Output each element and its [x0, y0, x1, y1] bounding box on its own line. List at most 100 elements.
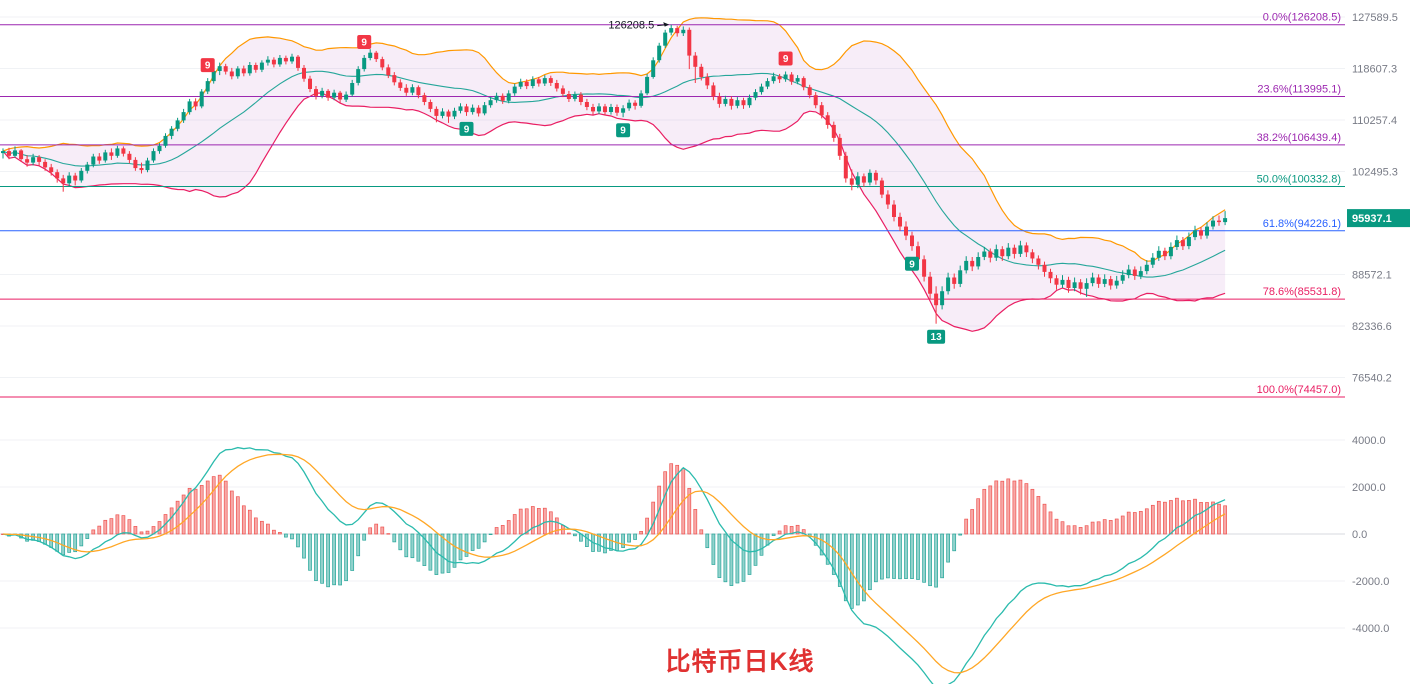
- candle-body: [416, 87, 421, 96]
- fib-retracement[interactable]: 0.0%(126208.5) 23.6%(113995.1) 38.2%(10643…: [0, 12, 1345, 398]
- macd-histogram-bar: [886, 533, 890, 579]
- candle-body: [976, 257, 981, 267]
- candle-body: [1036, 258, 1041, 265]
- macd-histogram-bar: [946, 533, 950, 563]
- td-badges: 9 9 9 9 9 9 13: [200, 35, 946, 344]
- td-badge: [357, 35, 372, 49]
- candle-body: [37, 157, 42, 162]
- candle-body: [970, 260, 975, 267]
- macd-histogram-bar: [518, 508, 523, 535]
- candle-body: [1144, 264, 1149, 272]
- price-axis-label: 88572.1: [1352, 269, 1392, 281]
- macd-pane: 4000.0 2000.0 0.0 -2000.0 -4000.0: [0, 435, 1389, 684]
- candle-body: [464, 106, 469, 113]
- candle-body: [488, 100, 493, 106]
- macd-histogram-bar: [326, 533, 330, 588]
- td-badge: [905, 256, 919, 271]
- macd-histogram-bar: [940, 533, 944, 579]
- candle-body: [1072, 282, 1077, 288]
- macd-histogram-bar: [1114, 518, 1119, 535]
- macd-histogram-bar: [843, 533, 848, 602]
- candle-body: [946, 277, 951, 292]
- fib-label: 100.0%(74457.0): [1257, 384, 1341, 396]
- candles-layer: [1, 24, 1228, 324]
- macd-histogram-bar: [217, 474, 222, 535]
- price-axis-label: 127589.5: [1352, 12, 1398, 24]
- macd-histogram-bar: [308, 533, 312, 571]
- macd-histogram-bar: [922, 533, 926, 583]
- macd-histogram-bar: [928, 533, 932, 587]
- candle-body: [73, 175, 78, 181]
- candle-body: [157, 145, 162, 152]
- candle-body: [398, 82, 403, 88]
- candle-body: [1012, 247, 1017, 254]
- macd-histogram-bar: [976, 498, 981, 535]
- td-badge: [927, 329, 946, 344]
- macd-axis-label: -2000.0: [1352, 576, 1389, 588]
- macd-histogram-bar: [1120, 515, 1125, 535]
- candle-body: [693, 55, 698, 67]
- macd-histogram-bar: [266, 523, 270, 535]
- macd-histogram-bar: [627, 533, 631, 543]
- macd-histogram-bar: [398, 533, 403, 551]
- candle-body: [651, 60, 656, 77]
- candle-body: [711, 85, 716, 97]
- candle-body: [103, 152, 108, 161]
- candle-body: [115, 148, 120, 156]
- candle-body: [627, 102, 632, 109]
- candle-body: [356, 69, 361, 83]
- macd-histogram-bar: [831, 533, 836, 575]
- candle-body: [428, 102, 433, 109]
- macd-histogram-bar: [639, 531, 643, 535]
- current-price-badge: [1347, 209, 1410, 228]
- candle-body: [837, 137, 842, 156]
- macd-histogram-bar: [1036, 496, 1041, 535]
- macd-histogram-bar: [476, 533, 481, 549]
- candle-body: [1180, 240, 1185, 247]
- candle-body: [235, 68, 240, 77]
- candle-body: [964, 260, 969, 271]
- td-badge-label: 9: [909, 259, 915, 270]
- macd-histogram-bar: [982, 488, 987, 535]
- macd-axis-label: 2000.0: [1352, 482, 1386, 494]
- candle-body: [1042, 264, 1047, 272]
- candle-body: [386, 67, 391, 76]
- macd-histogram-bar: [434, 533, 439, 575]
- macd-histogram-bar: [663, 471, 668, 535]
- candle-body: [1, 151, 5, 154]
- macd-histogram-bar: [272, 529, 276, 535]
- candle-body: [813, 95, 818, 106]
- macd-axis-label: -4000.0: [1352, 623, 1389, 635]
- candle-body: [717, 96, 722, 104]
- macd-histogram-bar: [1072, 525, 1077, 535]
- candle-body: [729, 98, 734, 106]
- macd-histogram-bar: [898, 533, 902, 580]
- macd-histogram-bar: [338, 533, 342, 586]
- macd-histogram-bar: [699, 529, 704, 535]
- macd-histogram-bar: [145, 530, 150, 535]
- candle-body: [603, 106, 607, 113]
- candle-body: [669, 28, 674, 33]
- candle-body: [1211, 220, 1215, 227]
- candle-body: [19, 150, 24, 160]
- candle-body: [362, 57, 367, 70]
- candle-body: [988, 251, 993, 258]
- candle-body: [994, 249, 999, 258]
- candle-body: [789, 74, 794, 82]
- macd-histogram-bar: [500, 525, 505, 535]
- macd-histogram-bar: [416, 533, 421, 562]
- candle-body: [675, 28, 680, 34]
- candle-body: [446, 111, 451, 117]
- macd-histogram-bar: [542, 507, 547, 535]
- candle-body: [43, 161, 48, 168]
- macd-histogram-bar: [302, 533, 306, 559]
- macd-histogram-bar: [404, 533, 409, 558]
- macd-histogram-bar: [229, 490, 234, 535]
- macd-histogram-bar: [585, 533, 589, 547]
- fib-label: 61.8%(94226.1): [1263, 218, 1341, 230]
- candle-body: [1138, 271, 1143, 276]
- macd-histogram-bar: [1078, 527, 1083, 535]
- candle-body: [1054, 278, 1059, 285]
- macd-histogram-bar: [1199, 502, 1203, 535]
